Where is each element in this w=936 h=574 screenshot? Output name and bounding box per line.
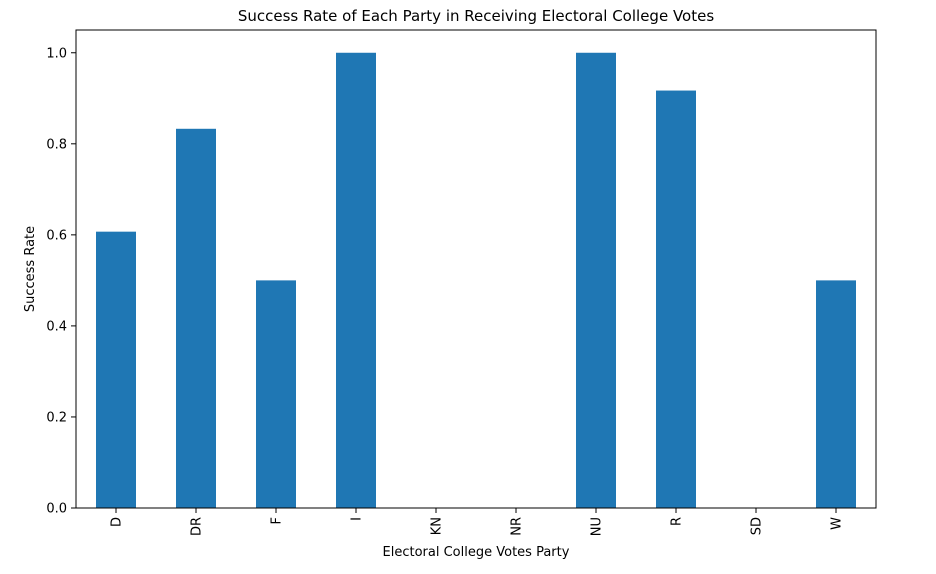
bar-r <box>656 90 696 509</box>
x-tick-label-i: I <box>350 517 365 521</box>
bar-f <box>256 280 296 508</box>
bar-i <box>336 52 376 508</box>
x-tick-label-nu: NU <box>590 517 605 536</box>
plot-frame <box>75 29 877 509</box>
x-tick-label-dr: DR <box>190 517 205 536</box>
y-axis-label: Success Rate <box>23 226 38 312</box>
x-tick-label-f: F <box>270 517 285 524</box>
bar-nu <box>576 52 616 508</box>
x-tick-label-nr: NR <box>510 517 525 536</box>
x-tick-label-d: D <box>110 517 125 527</box>
x-tick-label-sd: SD <box>750 517 765 535</box>
x-axis-label: Electoral College Votes Party <box>383 545 570 560</box>
y-tick-label: 0.2 <box>46 410 67 425</box>
y-tick-label: 0.0 <box>46 502 67 517</box>
bar-dr <box>176 128 216 509</box>
bar-w <box>816 280 856 508</box>
y-axis-ticks: 0.0 0.2 0.4 0.6 0.8 1.0 <box>46 46 76 517</box>
x-tick-label-kn: KN <box>430 517 445 535</box>
bars-group <box>96 52 856 509</box>
y-tick-label: 0.4 <box>46 319 67 334</box>
y-tick-label: 0.6 <box>46 228 67 243</box>
chart-title: Success Rate of Each Party in Receiving … <box>238 7 714 25</box>
x-axis-ticks: D DR F I KN NR NU R SD W <box>110 508 845 536</box>
y-tick-label: 0.8 <box>46 137 67 152</box>
x-tick-label-w: W <box>830 517 845 530</box>
bar-d <box>96 231 136 509</box>
y-tick-label: 1.0 <box>46 46 67 61</box>
x-tick-label-r: R <box>670 517 685 526</box>
